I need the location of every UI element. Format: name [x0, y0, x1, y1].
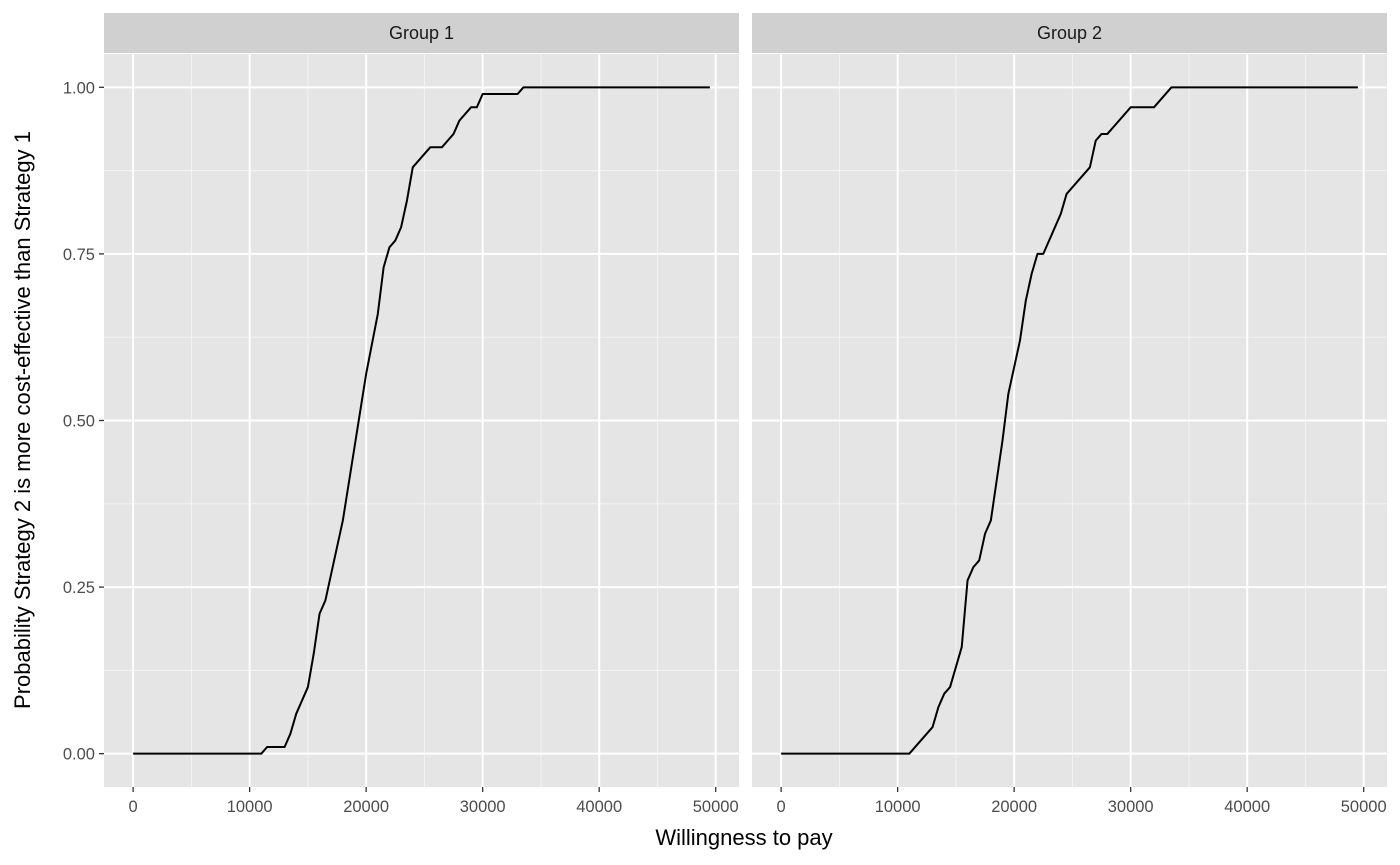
- x-tick-label: 50000: [693, 798, 739, 816]
- facet-strip-label: Group 1: [389, 23, 454, 43]
- y-tick-label: 1.00: [63, 79, 95, 97]
- x-tick-label: 0: [129, 798, 138, 816]
- y-tick-label: 0.00: [63, 746, 95, 764]
- facet-strip-label: Group 2: [1037, 23, 1102, 43]
- facet-panel: Group 2 0 10000 20000 30000 40000 50000: [752, 13, 1387, 816]
- x-tick-label: 30000: [1108, 798, 1154, 816]
- facet-panel: Group 1 0 10000 20000 30000 40000 50000: [104, 13, 739, 816]
- x-tick-label: 40000: [1224, 798, 1270, 816]
- x-tick-label: 0: [777, 798, 786, 816]
- x-tick-label: 20000: [991, 798, 1037, 816]
- series-line: [133, 86, 710, 755]
- x-tick-label: 40000: [576, 798, 622, 816]
- y-axis-title: Probability Strategy 2 is more cost-effe…: [10, 131, 35, 709]
- series-line: [781, 86, 1358, 755]
- y-tick-label: 0.25: [63, 579, 95, 597]
- x-tick-label: 30000: [460, 798, 506, 816]
- facet-strip: [104, 13, 739, 53]
- x-tick-label: 50000: [1341, 798, 1387, 816]
- x-tick-label: 10000: [875, 798, 921, 816]
- y-axis: 0.00 0.25 0.50 0.75 1.00: [63, 79, 104, 764]
- x-tick-label: 10000: [227, 798, 273, 816]
- x-axis-title: Willingness to pay: [655, 825, 832, 850]
- y-tick-label: 0.75: [63, 246, 95, 264]
- x-tick-label: 20000: [343, 798, 389, 816]
- facet-strip: [752, 13, 1387, 53]
- y-tick-label: 0.50: [63, 413, 95, 431]
